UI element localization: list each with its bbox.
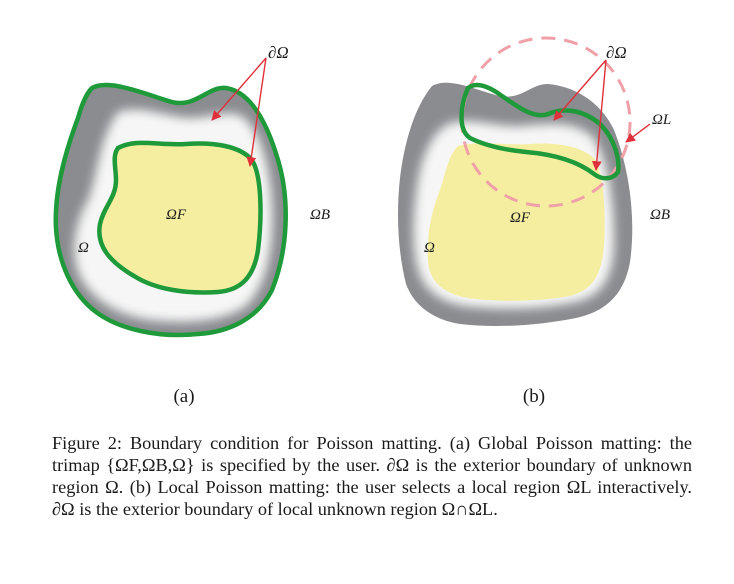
panel-a-inner-boundary: [97, 140, 263, 295]
panel-b-foreground-label: ΩF: [510, 210, 531, 226]
panel-a-background-label: ΩB: [310, 207, 330, 223]
panel-b-foreground-region: [427, 143, 605, 301]
caption-heading: Figure 2:: [52, 433, 122, 453]
caption-text: Boundary condition for Poisson matting. …: [52, 433, 692, 519]
panel-b-arrow-local: [625, 123, 651, 143]
figure-diagram: ∂Ω ΩF ΩB Ω ∂Ω ΩL ΩF ΩB Ω: [53, 36, 671, 338]
panel-b-arrow-left: [553, 59, 607, 121]
panel-a-outer-boundary: [53, 82, 288, 338]
panel-a-arrow-inner: [246, 57, 267, 167]
panel-b-sublabel: (b): [522, 386, 546, 407]
panel-a: ∂Ω ΩF ΩB Ω: [53, 43, 330, 338]
panel-b-boundary-label: ∂Ω: [606, 43, 627, 62]
panel-a-unknown-label: Ω: [78, 240, 89, 256]
panel-b-background-label: ΩB: [650, 207, 670, 223]
panel-a-foreground-label: ΩF: [166, 207, 187, 223]
panel-b: ∂Ω ΩL ΩF ΩB Ω: [398, 36, 671, 326]
panel-a-arrow-outer: [211, 57, 267, 121]
panel-a-sublabel: (a): [173, 386, 195, 407]
panel-b-local-boundary: [459, 82, 621, 181]
figure-caption: Figure 2: Boundary condition for Poisson…: [52, 432, 692, 520]
panel-a-boundary-label: ∂Ω: [268, 43, 289, 62]
panel-b-arrow-right: [591, 59, 607, 171]
panel-b-unknown-label: Ω: [424, 240, 435, 256]
panel-b-local-label: ΩL: [652, 112, 671, 128]
panel-a-foreground-region: [99, 142, 261, 293]
